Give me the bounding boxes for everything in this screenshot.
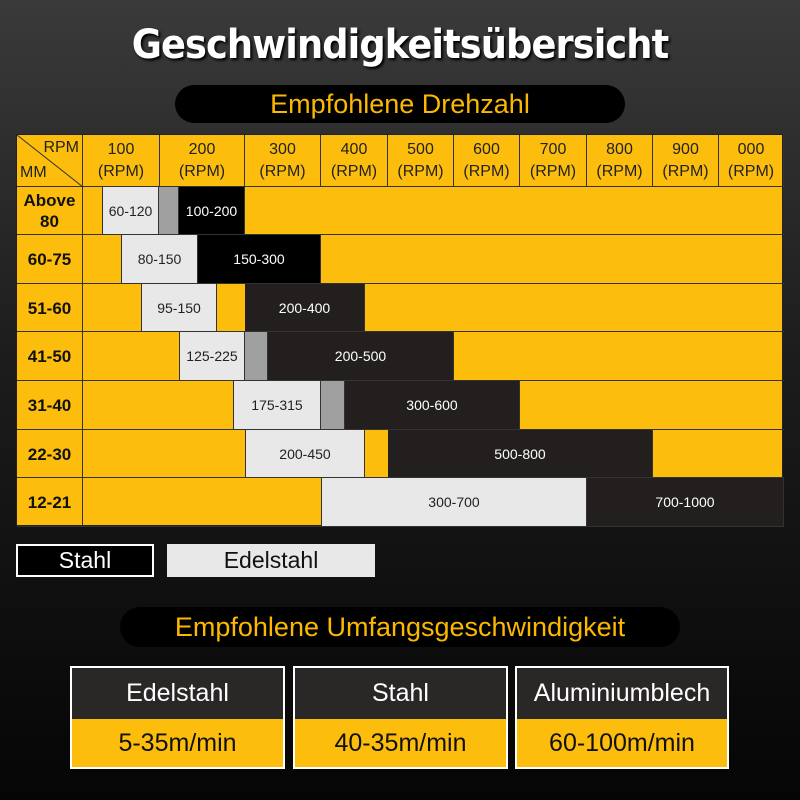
row-label: 12-21 [17, 478, 83, 527]
column-header: 600 (RPM) [454, 135, 520, 187]
column-unit: (RPM) [178, 163, 226, 180]
table-row [17, 284, 784, 332]
edelstahl-range: 300-700 [321, 478, 587, 526]
row-label: 31-40 [17, 381, 83, 430]
legend-stahl: Stahl [16, 544, 154, 577]
edelstahl-range: 200-450 [245, 430, 365, 477]
stahl-range: 700-1000 [587, 478, 784, 526]
column-value: 000 [737, 141, 765, 158]
column-header: 000 (RPM) [719, 135, 784, 187]
table-row [17, 430, 784, 478]
column-header: 900 (RPM) [653, 135, 719, 187]
column-unit: (RPM) [596, 163, 643, 180]
column-unit: (RPM) [463, 163, 510, 180]
stahl-range: 500-800 [388, 430, 653, 477]
row-label: 22-30 [17, 430, 83, 478]
column-value: 800 [606, 141, 633, 158]
rpm-heading: Empfohlene Drehzahl [175, 85, 625, 123]
edelstahl-range: 95-150 [141, 284, 217, 331]
stahl-range: 100-200 [179, 187, 245, 234]
table-row [17, 478, 784, 527]
column-unit: (RPM) [97, 163, 145, 180]
column-value: 300 [269, 141, 296, 158]
column-header: 300 (RPM) [245, 135, 321, 187]
speed-material: Stahl [295, 668, 506, 719]
stahl-range: 150-300 [198, 235, 321, 283]
column-header: 100 (RPM) [83, 135, 160, 187]
speed-card-aluminium: Aluminiumblech 60-100m/min [515, 666, 729, 769]
speed-material: Edelstahl [72, 668, 283, 719]
edelstahl-range: 175-315 [233, 381, 321, 429]
row-label: 60-75 [17, 235, 83, 284]
column-header: 200 (RPM) [160, 135, 245, 187]
table-row [17, 381, 784, 430]
column-header: 500 (RPM) [388, 135, 454, 187]
column-unit: (RPM) [259, 163, 306, 180]
page-title: Geschwindigkeitsübersicht [131, 22, 669, 68]
column-unit: (RPM) [727, 163, 775, 180]
column-value: 500 [407, 141, 434, 158]
table-row [17, 235, 784, 284]
corner-mm-label: MM [20, 164, 47, 181]
speed-value: 40-35m/min [295, 719, 506, 767]
row-label: 41-50 [17, 332, 83, 381]
column-unit: (RPM) [330, 163, 378, 180]
corner-cell: RPM MM [17, 135, 83, 187]
speed-card-stahl: Stahl 40-35m/min [293, 666, 508, 769]
overlap-marker [159, 187, 179, 234]
corner-rpm-label: RPM [43, 139, 79, 156]
column-unit: (RPM) [529, 163, 577, 180]
column-value: 700 [539, 141, 567, 158]
stahl-range: 200-500 [268, 332, 454, 380]
row-label: Above 80 [17, 187, 83, 235]
speed-card-edelstahl: Edelstahl 5-35m/min [70, 666, 285, 769]
overlap-marker [245, 332, 268, 380]
speed-value: 60-100m/min [517, 719, 727, 767]
speed-heading: Empfohlene Umfangsgeschwindigkeit [120, 607, 680, 647]
rpm-table: RPM MM 100 (RPM) 200 (RPM) 300 (RPM) 400 (RPM) 5… [16, 134, 784, 527]
speed-material: Aluminiumblech [517, 668, 727, 719]
column-value: 900 [672, 141, 699, 158]
stahl-range: 200-400 [245, 284, 365, 331]
column-value: 100 [107, 141, 135, 158]
row-label: 51-60 [17, 284, 83, 332]
column-value: 400 [340, 141, 368, 158]
edelstahl-range: 60-120 [102, 187, 159, 234]
table-row [17, 187, 784, 235]
column-header: 800 (RPM) [587, 135, 653, 187]
edelstahl-range: 125-225 [179, 332, 245, 380]
column-header: 700 (RPM) [520, 135, 587, 187]
stahl-range: 300-600 [345, 381, 520, 429]
table-row [17, 332, 784, 381]
speed-value: 5-35m/min [72, 719, 283, 767]
edelstahl-range: 80-150 [121, 235, 198, 283]
column-unit: (RPM) [397, 163, 444, 180]
column-unit: (RPM) [662, 163, 709, 180]
legend-edelstahl: Edelstahl [167, 544, 375, 577]
overlap-marker [321, 381, 345, 429]
column-value: 200 [188, 141, 216, 158]
column-header: 400 (RPM) [321, 135, 388, 187]
column-value: 600 [473, 141, 500, 158]
